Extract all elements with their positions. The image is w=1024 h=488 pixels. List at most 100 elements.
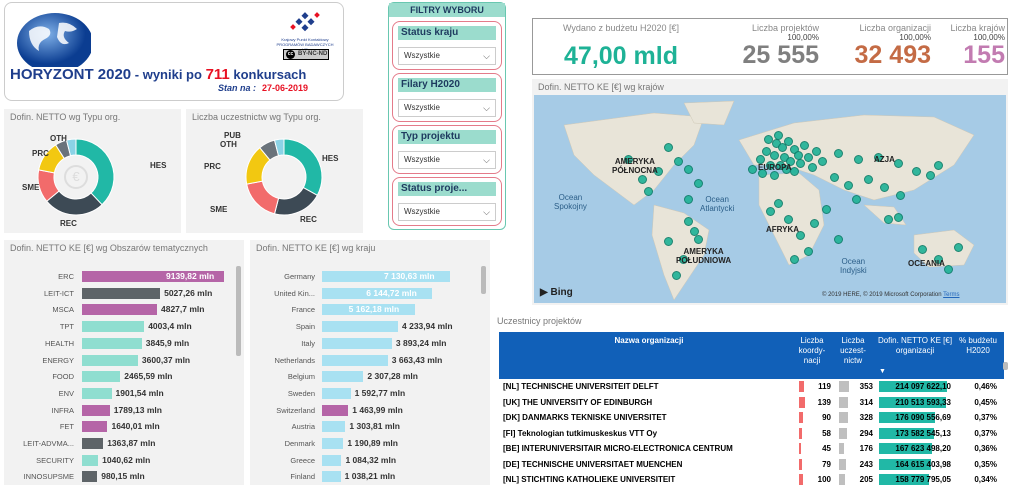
- bar-row[interactable]: Germany 7 130,63 mln: [250, 270, 490, 283]
- bar-row[interactable]: HEALTH 3845,9 mln: [4, 337, 244, 350]
- bar-row[interactable]: Sweden 1 592,77 mln: [250, 387, 490, 400]
- table-row[interactable]: [BE] INTERUNIVERSITAIR MICRO-ELECTRONICA…: [499, 441, 1004, 457]
- col-header-part[interactable]: Liczba uczest-nictw: [840, 336, 866, 365]
- map-marker[interactable]: [894, 159, 903, 168]
- map-marker[interactable]: [784, 137, 793, 146]
- bar[interactable]: [322, 404, 349, 416]
- map-marker[interactable]: [674, 157, 683, 166]
- map-marker[interactable]: [808, 163, 817, 172]
- map-marker[interactable]: [834, 149, 843, 158]
- bar[interactable]: [82, 337, 142, 349]
- filter-dropdown[interactable]: Wszystkie ⌵: [398, 47, 496, 65]
- map-marker[interactable]: [644, 187, 653, 196]
- donut-slice-hes[interactable]: [283, 138, 323, 196]
- col-header-name[interactable]: Nazwa organizacji: [614, 336, 684, 345]
- bar[interactable]: [322, 321, 398, 333]
- bar[interactable]: [82, 321, 145, 333]
- filter-dropdown[interactable]: Wszystkie ⌵: [398, 203, 496, 221]
- map-marker[interactable]: [852, 195, 861, 204]
- map-marker[interactable]: [684, 165, 693, 174]
- bar-row[interactable]: France 5 162,18 mln: [250, 303, 490, 316]
- col-header-coord[interactable]: Liczba koordy-nacji: [798, 336, 826, 365]
- donut-slice-rec[interactable]: [273, 186, 318, 216]
- bar[interactable]: [82, 471, 98, 483]
- table-row[interactable]: [FI] Teknologian tutkimuskeskus VTT Oy 58…: [499, 426, 1004, 442]
- map-marker[interactable]: [804, 153, 813, 162]
- map-marker[interactable]: [810, 219, 819, 228]
- table-row[interactable]: [UK] THE UNIVERSITY OF EDINBURGH 139 314 21…: [499, 395, 1004, 411]
- bar[interactable]: [322, 438, 344, 449]
- bar[interactable]: [82, 354, 138, 366]
- kpi-organizations[interactable]: Liczba organizacji 100,00% 32 493: [829, 23, 931, 68]
- table-row[interactable]: [NL] STICHTING KATHOLIEKE UNIVERSITEIT 10…: [499, 472, 1004, 488]
- bar-row[interactable]: FOOD 2465,59 mln: [4, 370, 244, 383]
- bar-row[interactable]: United Kin... 6 144,72 mln: [250, 287, 490, 300]
- bar-row[interactable]: Italy 3 893,24 mln: [250, 337, 490, 350]
- bar-row[interactable]: MSCA 4827,7 mln: [4, 303, 244, 316]
- kpi-budget[interactable]: Wydano z budżetu H2020 [€] 47,00 mld: [541, 23, 701, 69]
- bar[interactable]: [322, 337, 392, 349]
- map-marker[interactable]: [830, 173, 839, 182]
- bar[interactable]: [82, 387, 112, 399]
- map-marker[interactable]: [778, 143, 787, 152]
- bar[interactable]: [82, 421, 108, 433]
- bar-row[interactable]: LEIT-ICT 5027,26 mln: [4, 287, 244, 300]
- sort-desc-icon[interactable]: ▼: [879, 368, 886, 375]
- table-row[interactable]: [DE] TECHNISCHE UNIVERSITAET MUENCHEN 79 2…: [499, 457, 1004, 473]
- map-marker[interactable]: [638, 175, 647, 184]
- map-marker[interactable]: [774, 199, 783, 208]
- map-marker[interactable]: [694, 235, 703, 244]
- bar[interactable]: [82, 438, 104, 449]
- world-map[interactable]: AMERYKA PÓŁNOCNA EUROPA AZJA AFRYKA AMERY…: [534, 95, 1006, 303]
- map-marker[interactable]: [776, 161, 785, 170]
- map-marker[interactable]: [896, 191, 905, 200]
- donut-slice-pub[interactable]: [273, 138, 285, 157]
- map-marker[interactable]: [756, 155, 765, 164]
- map-marker[interactable]: [690, 227, 699, 236]
- map-marker[interactable]: [874, 153, 883, 162]
- map-marker[interactable]: [684, 195, 693, 204]
- bar[interactable]: [322, 471, 341, 483]
- map-marker[interactable]: [748, 165, 757, 174]
- map-marker[interactable]: [654, 167, 663, 176]
- map-marker[interactable]: [918, 245, 927, 254]
- scrollbar[interactable]: [1003, 362, 1008, 370]
- map-marker[interactable]: [926, 171, 935, 180]
- map-marker[interactable]: [684, 217, 693, 226]
- scrollbar[interactable]: [481, 266, 486, 294]
- bar[interactable]: [82, 304, 157, 316]
- map-marker[interactable]: [834, 235, 843, 244]
- map-marker[interactable]: [694, 179, 703, 188]
- bar[interactable]: [322, 271, 450, 282]
- kpi-countries[interactable]: Liczba krajów 100,00% 155: [937, 23, 1005, 68]
- map-marker[interactable]: [770, 151, 779, 160]
- bar[interactable]: [322, 354, 388, 366]
- bar[interactable]: [322, 454, 342, 466]
- bar[interactable]: [322, 371, 364, 383]
- bar-row[interactable]: ERC 9139,82 mln: [4, 270, 244, 283]
- bar[interactable]: [322, 387, 351, 399]
- map-marker[interactable]: [664, 237, 673, 246]
- map-marker[interactable]: [818, 157, 827, 166]
- bar-row[interactable]: TPT 4003,4 mln: [4, 320, 244, 333]
- bar-row[interactable]: INNOSUPSME 980,15 mln: [4, 470, 244, 483]
- col-header-fund[interactable]: Dofin. NETTO KE [€] organizacji: [877, 336, 953, 355]
- map-marker[interactable]: [844, 181, 853, 190]
- map-marker[interactable]: [790, 167, 799, 176]
- bar[interactable]: [82, 454, 99, 466]
- map-marker[interactable]: [854, 155, 863, 164]
- bar-row[interactable]: INFRA 1789,13 mln: [4, 404, 244, 417]
- map-marker[interactable]: [679, 255, 688, 264]
- map-marker[interactable]: [774, 131, 783, 140]
- table-row[interactable]: [DK] DANMARKS TEKNISKE UNIVERSITET 90 328 1…: [499, 410, 1004, 426]
- map-marker[interactable]: [796, 231, 805, 240]
- bar[interactable]: [322, 287, 433, 299]
- bar-row[interactable]: SECURITY 1040,62 mln: [4, 454, 244, 467]
- bar-row[interactable]: LEIT-ADVMA... 1363,87 mln: [4, 437, 244, 450]
- filter-dropdown[interactable]: Wszystkie ⌵: [398, 151, 496, 169]
- map-marker[interactable]: [804, 247, 813, 256]
- bar-row[interactable]: Switzerland 1 463,99 mln: [250, 404, 490, 417]
- donut1-svg[interactable]: [4, 109, 181, 233]
- map-marker[interactable]: [934, 255, 943, 264]
- map-marker[interactable]: [884, 215, 893, 224]
